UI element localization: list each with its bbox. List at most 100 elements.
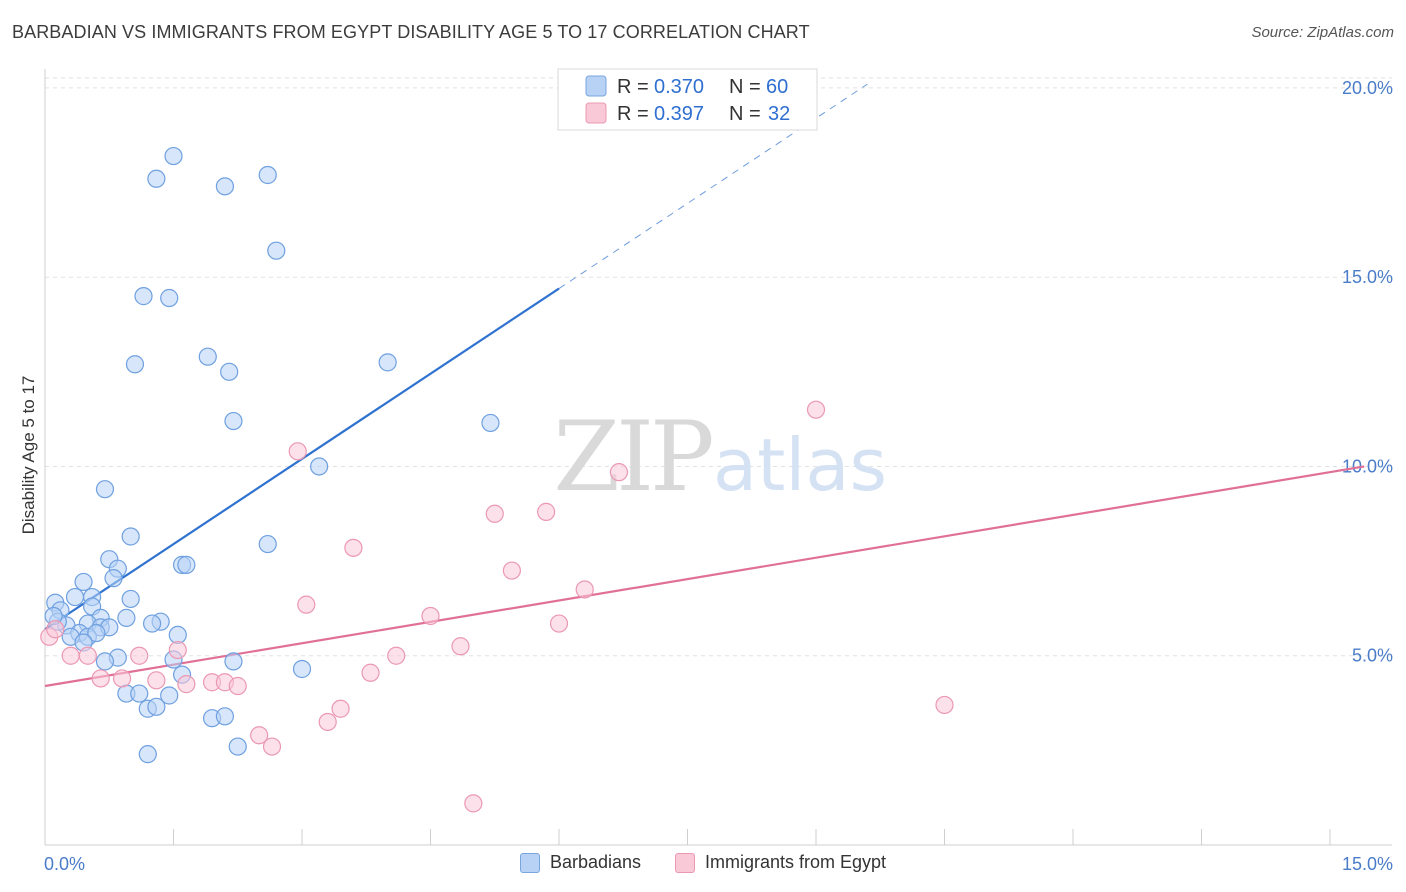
- point-egypt: [485, 504, 504, 523]
- point-egypt: [61, 646, 80, 665]
- watermark-atlas: atlas: [713, 423, 887, 507]
- point-barbadians: [104, 569, 123, 588]
- point-egypt: [537, 502, 556, 521]
- point-barbadians: [215, 707, 234, 726]
- svg-text:N =: N =: [729, 76, 761, 98]
- point-egypt: [502, 561, 521, 580]
- point-barbadians: [177, 555, 196, 574]
- point-barbadians: [220, 362, 239, 381]
- legend-item-barbadians[interactable]: Barbadians: [519, 852, 642, 873]
- point-egypt: [228, 676, 247, 696]
- point-egypt: [361, 663, 380, 682]
- point-barbadians: [228, 737, 247, 756]
- legend-swatch-pink: [675, 852, 696, 873]
- point-barbadians: [215, 177, 234, 196]
- point-barbadians: [147, 697, 166, 716]
- point-barbadians: [134, 287, 153, 306]
- point-egypt: [609, 463, 629, 482]
- legend-label-barbadians: Barbadians: [549, 852, 642, 872]
- legend-label-egypt: Immigrants from Egypt: [705, 852, 887, 872]
- point-barbadians: [224, 652, 243, 671]
- legend-swatch-barbadians: [585, 75, 607, 97]
- legend-n-barbadians: 60: [766, 76, 788, 98]
- chart-title: BARBADIAN VS IMMIGRANTS FROM EGYPT DISAB…: [12, 22, 810, 42]
- legend-swatch-blue: [519, 852, 540, 873]
- point-barbadians: [378, 353, 397, 372]
- point-egypt: [78, 646, 97, 665]
- x-tick-label: 15.0%: [1342, 854, 1393, 874]
- point-barbadians: [258, 165, 277, 185]
- point-barbadians: [147, 169, 166, 188]
- point-barbadians: [198, 347, 217, 366]
- point-barbadians: [310, 457, 329, 476]
- watermark: ZIP atlas: [553, 401, 887, 513]
- y-tick-label: 10.0%: [1342, 456, 1393, 476]
- svg-text:R =: R =: [617, 103, 649, 125]
- point-barbadians: [481, 413, 500, 433]
- legend-swatch-egypt: [585, 102, 607, 124]
- point-egypt: [297, 595, 316, 614]
- point-egypt: [575, 580, 594, 599]
- trend-line-egypt: [44, 465, 1365, 688]
- y-axis-label: Disability Age 5 to 17: [19, 376, 38, 535]
- svg-text:N =: N =: [729, 103, 761, 125]
- point-barbadians: [121, 527, 140, 546]
- trend-line-barbadians-extension: [558, 83, 868, 289]
- watermark-zip: ZIP: [553, 401, 712, 513]
- data-points: [40, 146, 954, 813]
- point-barbadians: [74, 572, 93, 592]
- point-egypt: [91, 669, 110, 688]
- point-egypt: [331, 699, 350, 718]
- point-barbadians: [224, 411, 243, 431]
- axes: [44, 69, 1392, 846]
- point-barbadians: [117, 608, 136, 627]
- point-barbadians: [160, 686, 179, 705]
- point-egypt: [464, 794, 483, 813]
- point-egypt: [250, 726, 269, 745]
- legend-item-egypt[interactable]: Immigrants from Egypt: [675, 852, 886, 873]
- y-tick-label: 5.0%: [1352, 646, 1393, 666]
- point-barbadians: [142, 614, 162, 633]
- point-egypt: [387, 646, 406, 665]
- point-egypt: [549, 614, 569, 633]
- legend-r-barbadians: 0.370: [654, 76, 704, 98]
- series-legend: Barbadians Immigrants from Egypt: [0, 852, 1406, 873]
- point-egypt: [177, 675, 196, 694]
- stats-legend: R = 0.370 N = 60 R = 0.397 N = 32: [557, 68, 818, 131]
- point-barbadians: [130, 684, 149, 703]
- point-barbadians: [95, 652, 115, 671]
- point-egypt: [112, 669, 132, 688]
- point-barbadians: [121, 589, 140, 609]
- point-barbadians: [138, 745, 157, 764]
- y-tick-label: 15.0%: [1342, 267, 1393, 287]
- point-egypt: [262, 737, 282, 756]
- point-egypt: [451, 637, 470, 656]
- svg-text:R =: R =: [617, 76, 649, 98]
- point-egypt: [130, 646, 149, 665]
- point-barbadians: [292, 659, 312, 679]
- point-barbadians: [258, 534, 277, 554]
- point-barbadians: [125, 355, 145, 374]
- point-barbadians: [168, 625, 187, 645]
- x-tick-label: 0.0%: [44, 854, 85, 874]
- tick-labels: 5.0% 10.0% 15.0% 20.0% 0.0% 15.0%: [44, 78, 1393, 874]
- point-barbadians: [65, 587, 85, 607]
- legend-n-egypt: 32: [768, 103, 790, 125]
- point-barbadians: [267, 241, 286, 260]
- legend-r-egypt: 0.397: [654, 103, 704, 125]
- trend-lines: [44, 83, 1365, 688]
- point-egypt: [46, 620, 65, 639]
- grid-lines: [45, 77, 1392, 657]
- point-barbadians: [160, 288, 179, 308]
- point-egypt: [935, 695, 954, 715]
- point-egypt: [318, 712, 337, 732]
- point-egypt: [147, 671, 166, 690]
- y-tick-label: 20.0%: [1342, 78, 1393, 98]
- point-egypt: [288, 442, 307, 461]
- point-egypt: [421, 606, 440, 626]
- point-barbadians: [87, 623, 106, 643]
- point-barbadians: [95, 480, 115, 499]
- point-barbadians: [164, 146, 183, 166]
- point-egypt: [806, 400, 826, 419]
